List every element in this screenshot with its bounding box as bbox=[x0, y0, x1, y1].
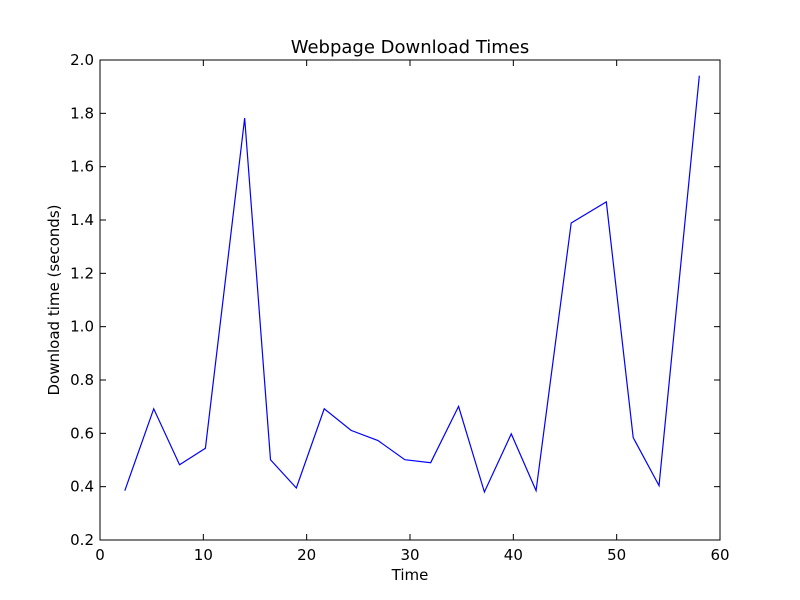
plot-area: 0 10 20 30 40 50 60 0.2 0.4 0.6 0.8 1.0 1.2 1.4 1.6 1.8… bbox=[70, 51, 729, 564]
y-tick-label: 0.4 bbox=[70, 478, 94, 496]
y-tick-label: 1.0 bbox=[70, 318, 94, 336]
y-tick-label: 1.2 bbox=[70, 264, 94, 282]
x-axis-label: Time bbox=[391, 566, 429, 584]
y-tick-label: 1.8 bbox=[70, 104, 94, 122]
y-tick-label: 0.6 bbox=[70, 424, 94, 442]
x-tick-label: 40 bbox=[504, 546, 523, 564]
x-tick-label: 20 bbox=[297, 546, 316, 564]
y-tick-label: 1.4 bbox=[70, 211, 94, 229]
plot-frame bbox=[99, 59, 721, 541]
series-line-0 bbox=[124, 75, 700, 494]
y-tick-label: 0.2 bbox=[70, 531, 94, 549]
x-tick-label: 50 bbox=[607, 546, 626, 564]
chart-title: Webpage Download Times bbox=[291, 37, 530, 58]
y-tick-label: 0.8 bbox=[70, 371, 94, 389]
x-tick-label: 60 bbox=[710, 546, 729, 564]
x-tick-label: 10 bbox=[194, 546, 213, 564]
y-tick-label: 1.6 bbox=[70, 158, 94, 176]
x-tick-label: 30 bbox=[400, 546, 419, 564]
x-tick-label: 0 bbox=[95, 546, 105, 564]
y-tick-label: 2.0 bbox=[70, 51, 94, 69]
y-axis-label: Download time (seconds) bbox=[45, 204, 63, 395]
